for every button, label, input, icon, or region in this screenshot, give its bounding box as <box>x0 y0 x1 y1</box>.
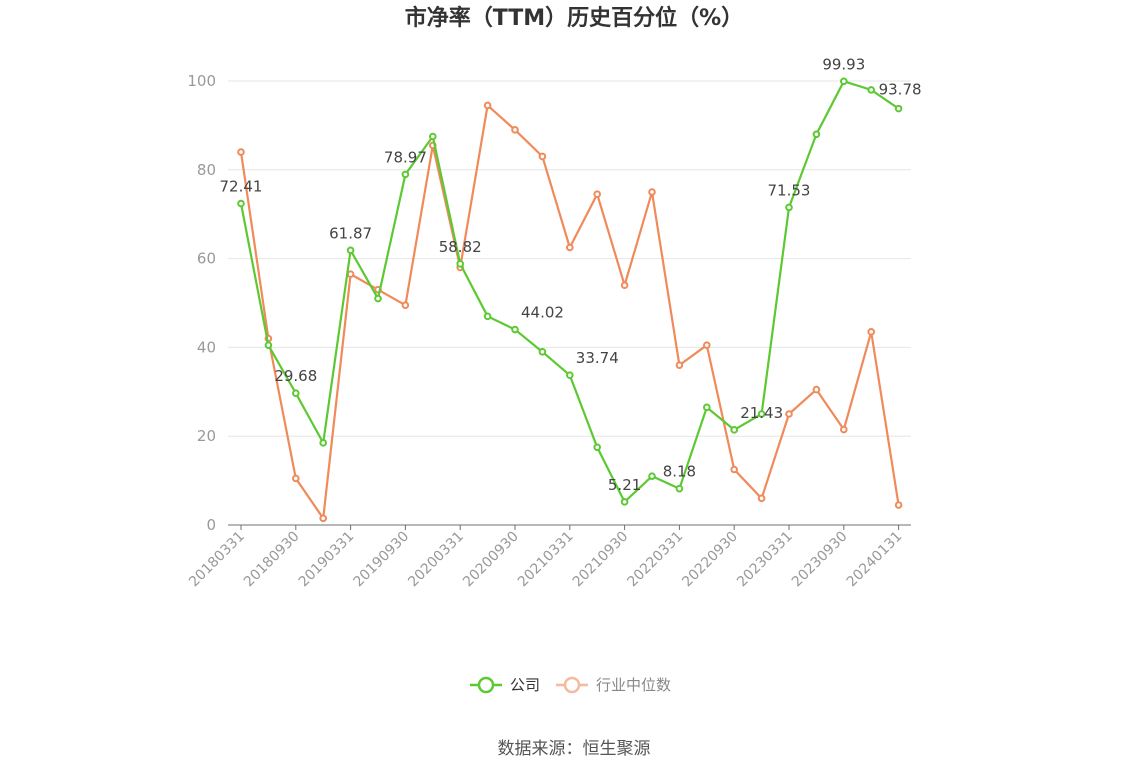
data-point <box>511 126 519 134</box>
legend-marker <box>477 676 495 694</box>
y-tick-label: 20 <box>197 427 216 445</box>
legend: 公司 行业中位数 <box>470 676 671 694</box>
x-tick-label: 20200930 <box>460 529 522 591</box>
legend-item-industry-median: 行业中位数 <box>556 676 671 694</box>
data-point <box>538 152 547 161</box>
data-point <box>456 260 465 268</box>
data-label: 93.78 <box>879 81 922 99</box>
data-point <box>538 348 547 356</box>
data-point <box>483 101 492 110</box>
data-point <box>483 312 492 321</box>
data-point <box>840 77 848 86</box>
data-point <box>292 389 300 398</box>
data-point <box>894 501 903 509</box>
source-text: 数据来源：恒生聚源 <box>498 739 651 759</box>
data-point <box>840 425 848 434</box>
data-point <box>812 385 821 394</box>
x-tick-label: 20200331 <box>405 529 467 591</box>
data-point <box>511 325 519 334</box>
data-point <box>812 130 821 139</box>
y-tick-label: 60 <box>197 250 216 268</box>
data-point <box>867 328 876 336</box>
data-point <box>237 199 245 208</box>
data-point <box>648 472 656 480</box>
data-point <box>785 410 793 418</box>
data-point <box>593 443 602 452</box>
legend-label: 公司 <box>510 676 540 694</box>
data-label: 5.21 <box>608 476 641 494</box>
data-point <box>319 514 328 523</box>
x-tick-label: 20210331 <box>515 529 577 591</box>
y-tick-label: 0 <box>206 516 216 534</box>
data-label: 61.87 <box>329 224 372 242</box>
data-point <box>429 132 437 141</box>
x-tick-label: 20190331 <box>296 529 358 591</box>
data-label: 21.43 <box>740 404 783 422</box>
data-point <box>401 170 410 179</box>
data-point <box>894 104 903 113</box>
x-tick-label: 20230930 <box>789 529 851 591</box>
data-point <box>566 243 574 252</box>
data-point <box>620 498 629 506</box>
data-labels: 72.41 29.68 61.87 78.97 58.82 44.02 33.74 5.21 8… <box>220 55 922 494</box>
data-point <box>401 301 410 310</box>
data-point <box>374 294 382 303</box>
legend-label: 行业中位数 <box>596 676 671 694</box>
data-point <box>730 426 739 434</box>
x-tick-label: 20180331 <box>186 529 248 591</box>
data-point <box>703 403 711 412</box>
x-tick-label: 20220331 <box>625 529 687 591</box>
data-label: 33.74 <box>576 349 619 367</box>
data-point <box>648 188 656 196</box>
series-industry-median <box>237 101 903 523</box>
series-company <box>237 77 903 506</box>
y-tick-label: 40 <box>197 338 216 356</box>
x-tick-label: 20210930 <box>570 529 632 591</box>
data-label: 58.82 <box>439 238 482 256</box>
data-point <box>319 439 328 447</box>
data-point <box>703 341 711 349</box>
series-line <box>239 104 900 520</box>
data-point <box>593 190 602 199</box>
data-point <box>675 484 684 493</box>
data-point <box>757 494 766 503</box>
data-label: 78.97 <box>384 148 427 166</box>
legend-item-company: 公司 <box>470 676 540 694</box>
data-label: 99.93 <box>822 55 865 73</box>
grid <box>228 80 911 437</box>
y-tick-label: 80 <box>197 161 216 179</box>
chart-title: 市净率（TTM）历史百分位（%） <box>405 5 743 31</box>
series-line <box>239 80 900 503</box>
data-point <box>264 341 273 349</box>
data-point <box>292 474 300 483</box>
data-point <box>730 465 739 474</box>
legend-marker <box>563 676 581 694</box>
data-point <box>566 371 574 379</box>
y-axis: 0 20 40 60 80 100 <box>187 72 216 534</box>
data-point <box>867 86 876 94</box>
x-tick-label: 20230331 <box>734 529 796 591</box>
data-label: 71.53 <box>768 181 811 199</box>
x-tick-label: 20190930 <box>351 529 413 591</box>
data-point <box>675 361 684 369</box>
data-point <box>785 203 793 212</box>
x-axis: 2018033120180930201903312019093020200331… <box>186 524 911 591</box>
x-tick-label: 20240131 <box>844 529 906 591</box>
x-tick-label: 20180930 <box>241 529 303 591</box>
data-label: 8.18 <box>663 463 696 481</box>
data-point <box>346 246 355 255</box>
data-point <box>620 281 629 290</box>
data-point <box>757 410 766 418</box>
series-group <box>237 77 903 523</box>
data-label: 29.68 <box>274 367 317 385</box>
data-point <box>346 270 355 278</box>
x-tick-label: 20220930 <box>679 529 741 591</box>
data-label: 44.02 <box>521 304 564 322</box>
data-point <box>237 148 245 156</box>
data-label: 72.41 <box>220 177 263 195</box>
y-tick-label: 100 <box>187 72 216 90</box>
